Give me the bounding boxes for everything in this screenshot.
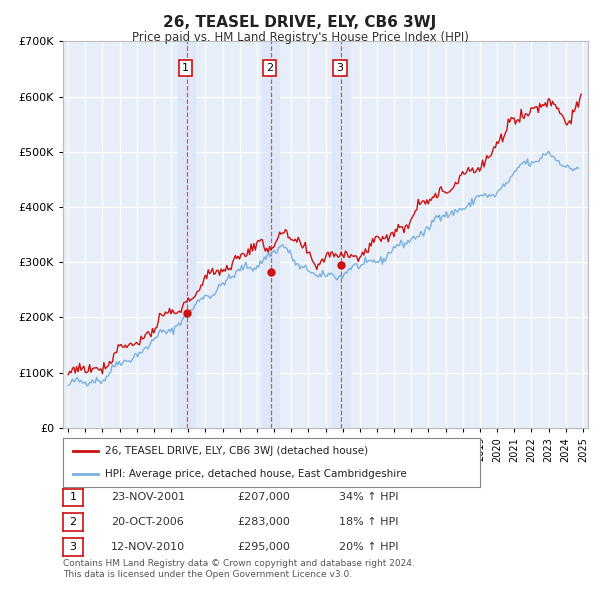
Text: Price paid vs. HM Land Registry's House Price Index (HPI): Price paid vs. HM Land Registry's House … (131, 31, 469, 44)
Text: £207,000: £207,000 (237, 493, 290, 502)
Text: HPI: Average price, detached house, East Cambridgeshire: HPI: Average price, detached house, East… (104, 468, 406, 478)
Text: 1: 1 (182, 63, 189, 73)
Text: 1: 1 (70, 493, 76, 502)
Text: 2: 2 (266, 63, 274, 73)
Text: 18% ↑ HPI: 18% ↑ HPI (339, 517, 398, 527)
Text: £283,000: £283,000 (237, 517, 290, 527)
Bar (178, 41, 195, 428)
Bar (262, 41, 279, 428)
Text: 3: 3 (70, 542, 76, 552)
Text: 26, TEASEL DRIVE, ELY, CB6 3WJ: 26, TEASEL DRIVE, ELY, CB6 3WJ (163, 15, 437, 30)
Text: £295,000: £295,000 (237, 542, 290, 552)
Text: 20-OCT-2006: 20-OCT-2006 (111, 517, 184, 527)
Text: 20% ↑ HPI: 20% ↑ HPI (339, 542, 398, 552)
Text: 12-NOV-2010: 12-NOV-2010 (111, 542, 185, 552)
Text: 3: 3 (337, 63, 344, 73)
Text: 23-NOV-2001: 23-NOV-2001 (111, 493, 185, 502)
Text: 2: 2 (70, 517, 76, 527)
Text: 34% ↑ HPI: 34% ↑ HPI (339, 493, 398, 502)
Bar (332, 41, 350, 428)
Text: 26, TEASEL DRIVE, ELY, CB6 3WJ (detached house): 26, TEASEL DRIVE, ELY, CB6 3WJ (detached… (104, 447, 368, 457)
Text: This data is licensed under the Open Government Licence v3.0.: This data is licensed under the Open Gov… (63, 571, 352, 579)
Text: Contains HM Land Registry data © Crown copyright and database right 2024.: Contains HM Land Registry data © Crown c… (63, 559, 415, 568)
